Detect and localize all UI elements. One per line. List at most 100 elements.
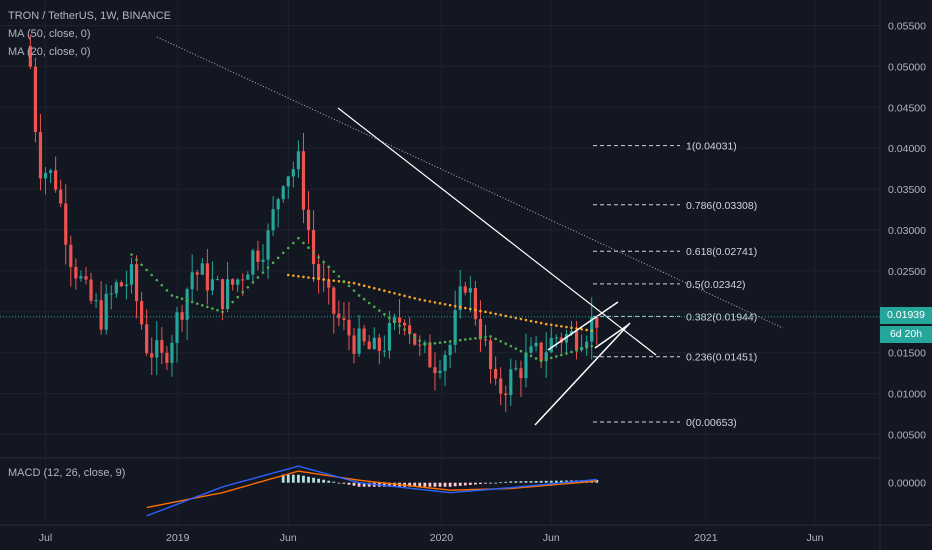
ma50-dot (570, 326, 573, 330)
ma50-dot (539, 321, 543, 325)
candle-body (438, 370, 442, 374)
candle-body (402, 322, 407, 326)
candle-body (99, 300, 103, 330)
ma20-dot (509, 344, 513, 348)
candle-body (246, 274, 250, 280)
wedge-resistance-line (547, 301, 619, 351)
candle-body (291, 169, 295, 177)
candle-body (317, 264, 321, 280)
candle-body (590, 316, 594, 342)
ma20-dot (160, 283, 164, 287)
candle-body (175, 312, 179, 343)
candle-body (428, 342, 432, 368)
macd-legend: MACD (12, 26, close, 9) (8, 467, 126, 479)
macd-histogram-bar (322, 479, 326, 483)
macd-histogram-bar (281, 474, 285, 483)
ma20-dot (170, 294, 174, 297)
macd-histogram-bar (494, 482, 498, 484)
candle-body (74, 266, 78, 279)
candle-body (43, 172, 48, 179)
ma50-dot (565, 325, 568, 329)
ma20-dot (514, 347, 518, 350)
macd-histogram-bar (433, 482, 437, 487)
ma50-dot (317, 277, 320, 281)
candle-body (367, 341, 371, 350)
candle-body (453, 310, 457, 345)
macd-signal-line (146, 470, 597, 509)
candle-body (494, 369, 498, 379)
y-tick-label: 0.04500 (888, 102, 926, 114)
y-tick-label: 0.01500 (888, 348, 926, 360)
ma50-legend: MA (50, close, 0) (8, 28, 91, 40)
candle-body (468, 288, 472, 293)
candle-body (195, 272, 199, 275)
ma20-dot (458, 338, 462, 342)
macd-histogram-bar (382, 482, 386, 487)
macd-histogram-bar (347, 482, 351, 485)
ma20-dot (226, 305, 229, 309)
candle-body (140, 301, 144, 325)
candle-body (478, 319, 483, 340)
macd-histogram-bar (352, 482, 356, 486)
ma50-dot (393, 291, 396, 295)
candle-body (165, 352, 169, 363)
fib-level-label: 0.786(0.03308) (686, 200, 757, 212)
candle-body (180, 312, 184, 320)
ma50-dot (292, 274, 295, 277)
x-tick-label: 2020 (430, 532, 454, 544)
ma50-dot (322, 278, 325, 281)
ma50-dot (458, 305, 462, 309)
candle-body (392, 317, 397, 324)
ma20-dot (489, 335, 492, 338)
candle-body (155, 340, 159, 358)
ma20-dot (216, 308, 219, 312)
macd-histogram-bar (534, 480, 538, 483)
ma20-dot (549, 356, 553, 360)
candle-body (48, 170, 53, 173)
candle-body (281, 186, 285, 200)
candle-body (433, 367, 437, 374)
candle-body (347, 319, 351, 336)
macd-histogram-bar (307, 476, 310, 483)
ma20-dot (190, 300, 194, 304)
ma50-dot (302, 275, 305, 279)
ma50-dot (534, 320, 538, 324)
ma20-dot (428, 342, 432, 346)
candle-body (377, 337, 381, 351)
wedge-support-line (534, 322, 631, 426)
ma20-dot (413, 335, 417, 339)
ma50-dot (519, 317, 523, 321)
fib-level-label: 0(0.00653) (686, 417, 737, 429)
candle-body (276, 199, 280, 210)
candle-body (241, 279, 245, 281)
y-tick-label: 0.02500 (888, 266, 926, 278)
countdown-badge: 6d 20h (880, 326, 932, 343)
ma50-dot (312, 276, 315, 280)
candle-body (145, 324, 149, 354)
candle-body (301, 151, 306, 210)
candle-body (225, 279, 230, 310)
candle-body (408, 325, 412, 334)
candle-body (89, 279, 93, 301)
ma20-dot (221, 310, 224, 314)
ma20-dot (342, 279, 346, 283)
macd-histogram-bar (499, 482, 503, 484)
ma20-dot (393, 320, 396, 324)
candle-body (463, 286, 467, 293)
candle-body (54, 170, 58, 190)
candle-body (524, 352, 528, 379)
ma20-dot (403, 328, 406, 331)
ma20-dot (463, 338, 467, 341)
macd-histogram-bar (428, 482, 432, 487)
macd-histogram-bar (413, 482, 417, 487)
ma20-dot (499, 339, 502, 343)
candle-body (150, 353, 154, 358)
ma50-dot (433, 301, 437, 304)
macd-histogram-bar (302, 475, 305, 483)
candle-body (413, 333, 417, 345)
macd-histogram-bar (312, 477, 315, 483)
macd-histogram-bar (327, 480, 331, 483)
ma20-dot (555, 355, 558, 358)
macd-histogram-bar (463, 482, 467, 486)
